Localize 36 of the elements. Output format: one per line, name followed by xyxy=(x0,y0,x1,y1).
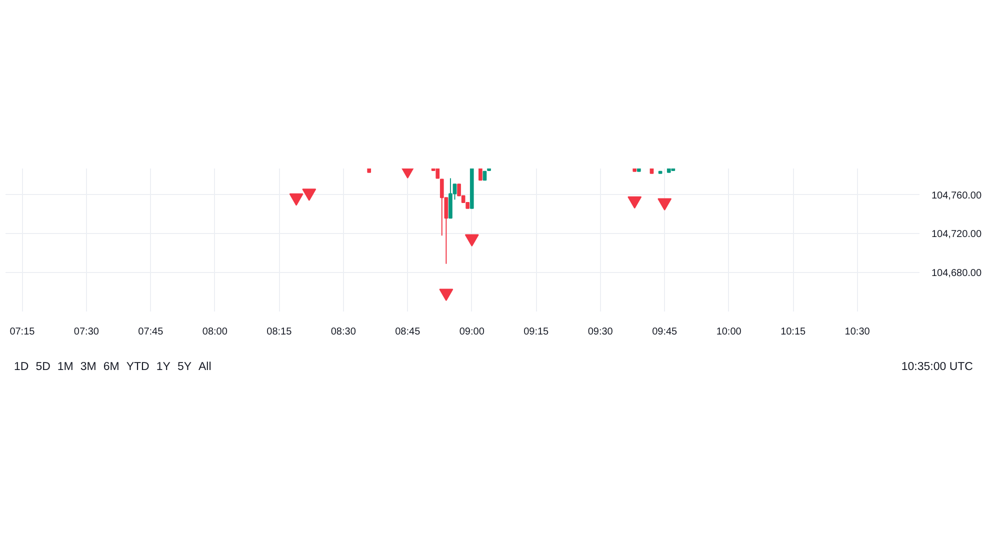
x-tick-label: 08:30 xyxy=(330,326,356,338)
x-tick-label: 08:00 xyxy=(202,326,228,338)
x-tick-label: 10:15 xyxy=(780,326,806,338)
x-tick-label: 07:15 xyxy=(10,326,36,338)
point xyxy=(628,196,642,209)
y-tick-label: 104,760.00 xyxy=(932,190,982,202)
y-tick-label: 104,680.00 xyxy=(932,268,982,280)
x-tick-label: 09:00 xyxy=(459,326,485,338)
text: 10:35:00 UTC xyxy=(901,360,973,374)
y-tick-label: 104,720.00 xyxy=(932,229,982,240)
x-tick-label: 09:30 xyxy=(588,326,614,338)
text: All xyxy=(198,360,212,374)
text: 5D xyxy=(36,360,50,374)
point xyxy=(464,234,479,247)
x-tick-label: 10:00 xyxy=(716,326,742,338)
candlestick xyxy=(436,168,440,179)
text: 5Y xyxy=(177,360,192,374)
text: YTD xyxy=(126,360,150,374)
x-tick-label: 08:15 xyxy=(266,326,292,338)
x-tick-label: 07:45 xyxy=(138,326,164,338)
point xyxy=(658,198,672,211)
text: 1D xyxy=(14,360,29,374)
x-tick-label: 10:30 xyxy=(844,326,870,338)
text: 6M xyxy=(103,360,120,374)
point xyxy=(439,288,454,302)
x-tick-label: 09:15 xyxy=(524,326,550,338)
candlestick xyxy=(440,178,444,236)
candlestick xyxy=(478,168,482,181)
x-tick-label: 07:30 xyxy=(74,326,100,338)
x-tick-label: 09:45 xyxy=(652,326,678,338)
text: 3M xyxy=(80,360,96,374)
x-tick-label: 08:45 xyxy=(395,326,421,338)
point xyxy=(289,193,304,206)
text: 1M xyxy=(57,360,74,374)
text: 1Y xyxy=(156,360,170,374)
point xyxy=(302,188,316,201)
